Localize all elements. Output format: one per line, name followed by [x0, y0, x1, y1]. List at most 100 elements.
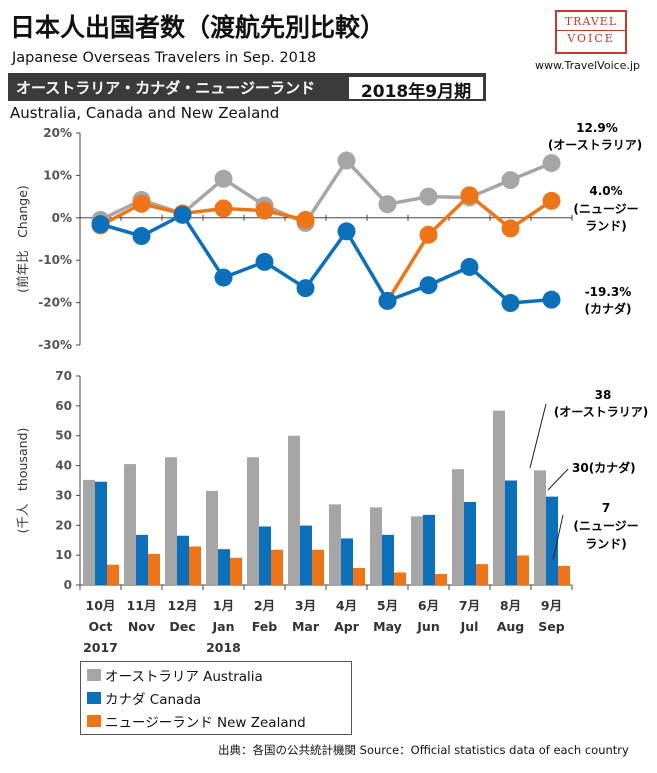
annotation-leader-nz	[552, 514, 564, 561]
bar-canada	[505, 480, 517, 585]
line-series-canada	[100, 213, 552, 305]
logo-divider	[557, 30, 625, 31]
legend-label-new-zealand: ニュージーランド New Zealand	[105, 715, 306, 731]
x-tick-month: 10月	[86, 598, 116, 613]
site-url[interactable]: www.TravelVoice.jp	[535, 59, 640, 72]
bar-australia	[165, 457, 177, 585]
annotation-nz-count: 7	[602, 501, 610, 515]
bar-new-zealand	[517, 555, 529, 585]
x-tick-month-en: May	[373, 619, 402, 634]
bar-new-zealand	[353, 567, 365, 585]
legend-label-canada: カナダ Canada	[105, 692, 202, 708]
travelvoice-logo[interactable]: TRAVEL VOICE	[555, 10, 627, 54]
x-tick-month-en: Mar	[292, 619, 320, 634]
bar-chart-y-tick-label: 0	[64, 578, 72, 592]
legend-item-canada: カナダ Canada	[87, 687, 201, 709]
bar-canada	[218, 549, 230, 585]
bar-australia	[493, 410, 505, 585]
bar-new-zealand	[148, 553, 160, 585]
legend-label-australia: オーストラリア Australia	[105, 669, 263, 685]
bar-chart-y-tick-label: 30	[55, 488, 72, 502]
bar-canada	[382, 534, 394, 585]
x-tick-month: 2月	[254, 598, 275, 613]
bar-new-zealand	[312, 549, 324, 585]
bar-australia	[411, 516, 423, 585]
annotation-canada-change-label: (カナダ)	[585, 301, 632, 316]
x-tick-month: 9月	[541, 598, 562, 613]
line-chart-y-tick-label: -30%	[38, 338, 72, 352]
line-point-canada	[337, 222, 356, 241]
logo-line1: TRAVEL	[564, 15, 618, 28]
x-tick-month-en: Jan	[212, 619, 235, 634]
x-tick-month-en: Sep	[538, 619, 564, 634]
legend-item-australia: オーストラリア Australia	[87, 664, 263, 686]
bar-chart-y-tick-label: 10	[55, 548, 72, 562]
line-point-australia	[337, 151, 356, 170]
line-point-new-zealand	[296, 210, 315, 229]
bar-new-zealand	[189, 546, 201, 585]
bar-new-zealand	[230, 557, 242, 585]
x-tick-month-en: Feb	[252, 619, 278, 634]
x-tick-month: 7月	[459, 598, 480, 613]
bar-canada	[300, 525, 312, 585]
page-title: 日本人出国者数（渡航先別比較）	[10, 13, 386, 42]
bar-chart-y-tick-label: 50	[55, 429, 72, 443]
line-point-australia	[501, 171, 520, 190]
bar-new-zealand	[435, 573, 447, 585]
line-point-new-zealand	[132, 194, 151, 213]
bar-new-zealand	[271, 549, 283, 585]
bar-chart-y-label: (千人 thousand)	[15, 428, 30, 534]
x-tick-month: 11月	[127, 598, 157, 613]
x-tick-month: 8月	[500, 598, 521, 613]
line-point-canada	[255, 252, 274, 271]
x-tick-month: 4月	[336, 598, 357, 613]
legend-swatch-canada	[87, 692, 101, 704]
line-point-australia	[542, 154, 561, 173]
annotation-australia-count-label: (オーストラリア)	[554, 405, 648, 419]
line-point-new-zealand	[419, 225, 438, 244]
line-point-new-zealand	[214, 199, 233, 218]
line-chart-y-tick-label: 0%	[52, 211, 72, 225]
annotation-nz-count-label-2: ランド)	[585, 537, 627, 551]
legend-item-new-zealand: ニュージーランド New Zealand	[87, 710, 306, 732]
legend-swatch-australia	[87, 669, 101, 681]
annotation-nz-change: 4.0%	[589, 184, 622, 198]
line-point-new-zealand	[460, 186, 479, 205]
bar-canada	[95, 481, 107, 585]
annotation-canada-change: -19.3%	[585, 285, 632, 299]
line-chart-y-tick-label: 10%	[43, 168, 72, 182]
source-note: 出典：各国の公共統計機関 Source：Official statistics …	[218, 743, 629, 757]
bar-chart-y-tick-label: 40	[55, 459, 72, 473]
bar-australia	[329, 504, 341, 585]
bar-canada	[259, 526, 271, 585]
line-point-canada	[378, 291, 397, 310]
bar-new-zealand	[107, 564, 119, 585]
line-point-new-zealand	[255, 201, 274, 220]
line-chart-y-tick-label: -10%	[38, 253, 72, 267]
bar-australia	[370, 507, 382, 585]
annotation-nz-change-label-2: ランド)	[585, 219, 627, 233]
bar-chart-y-tick-label: 60	[55, 399, 72, 413]
chart-legend: オーストラリア Australia カナダ Canada ニュージーランド Ne…	[80, 661, 352, 735]
line-point-canada	[296, 279, 315, 298]
line-point-canada	[419, 276, 438, 295]
bar-canada	[546, 496, 558, 585]
x-tick-month-en: Jul	[460, 619, 479, 634]
x-tick-month: 12月	[168, 598, 198, 613]
line-point-new-zealand	[501, 219, 520, 238]
line-point-australia	[378, 195, 397, 214]
region-label-en: Australia, Canada and New Zealand	[10, 104, 280, 122]
bar-chart-y-tick-label: 70	[55, 369, 72, 383]
bar-australia	[83, 479, 95, 585]
annotation-australia-change: 12.9%	[576, 121, 618, 135]
line-chart-y-tick-label: -20%	[38, 296, 72, 310]
x-tick-month-en: Dec	[169, 619, 195, 634]
bar-canada	[136, 534, 148, 585]
annotation-australia-count: 38	[595, 388, 612, 402]
line-point-canada	[214, 268, 233, 287]
x-tick-year: 2017	[83, 640, 118, 655]
x-tick-year: 2018	[206, 640, 241, 655]
annotation-nz-count-label-1: (ニュージー	[573, 519, 638, 533]
line-point-new-zealand	[542, 191, 561, 210]
